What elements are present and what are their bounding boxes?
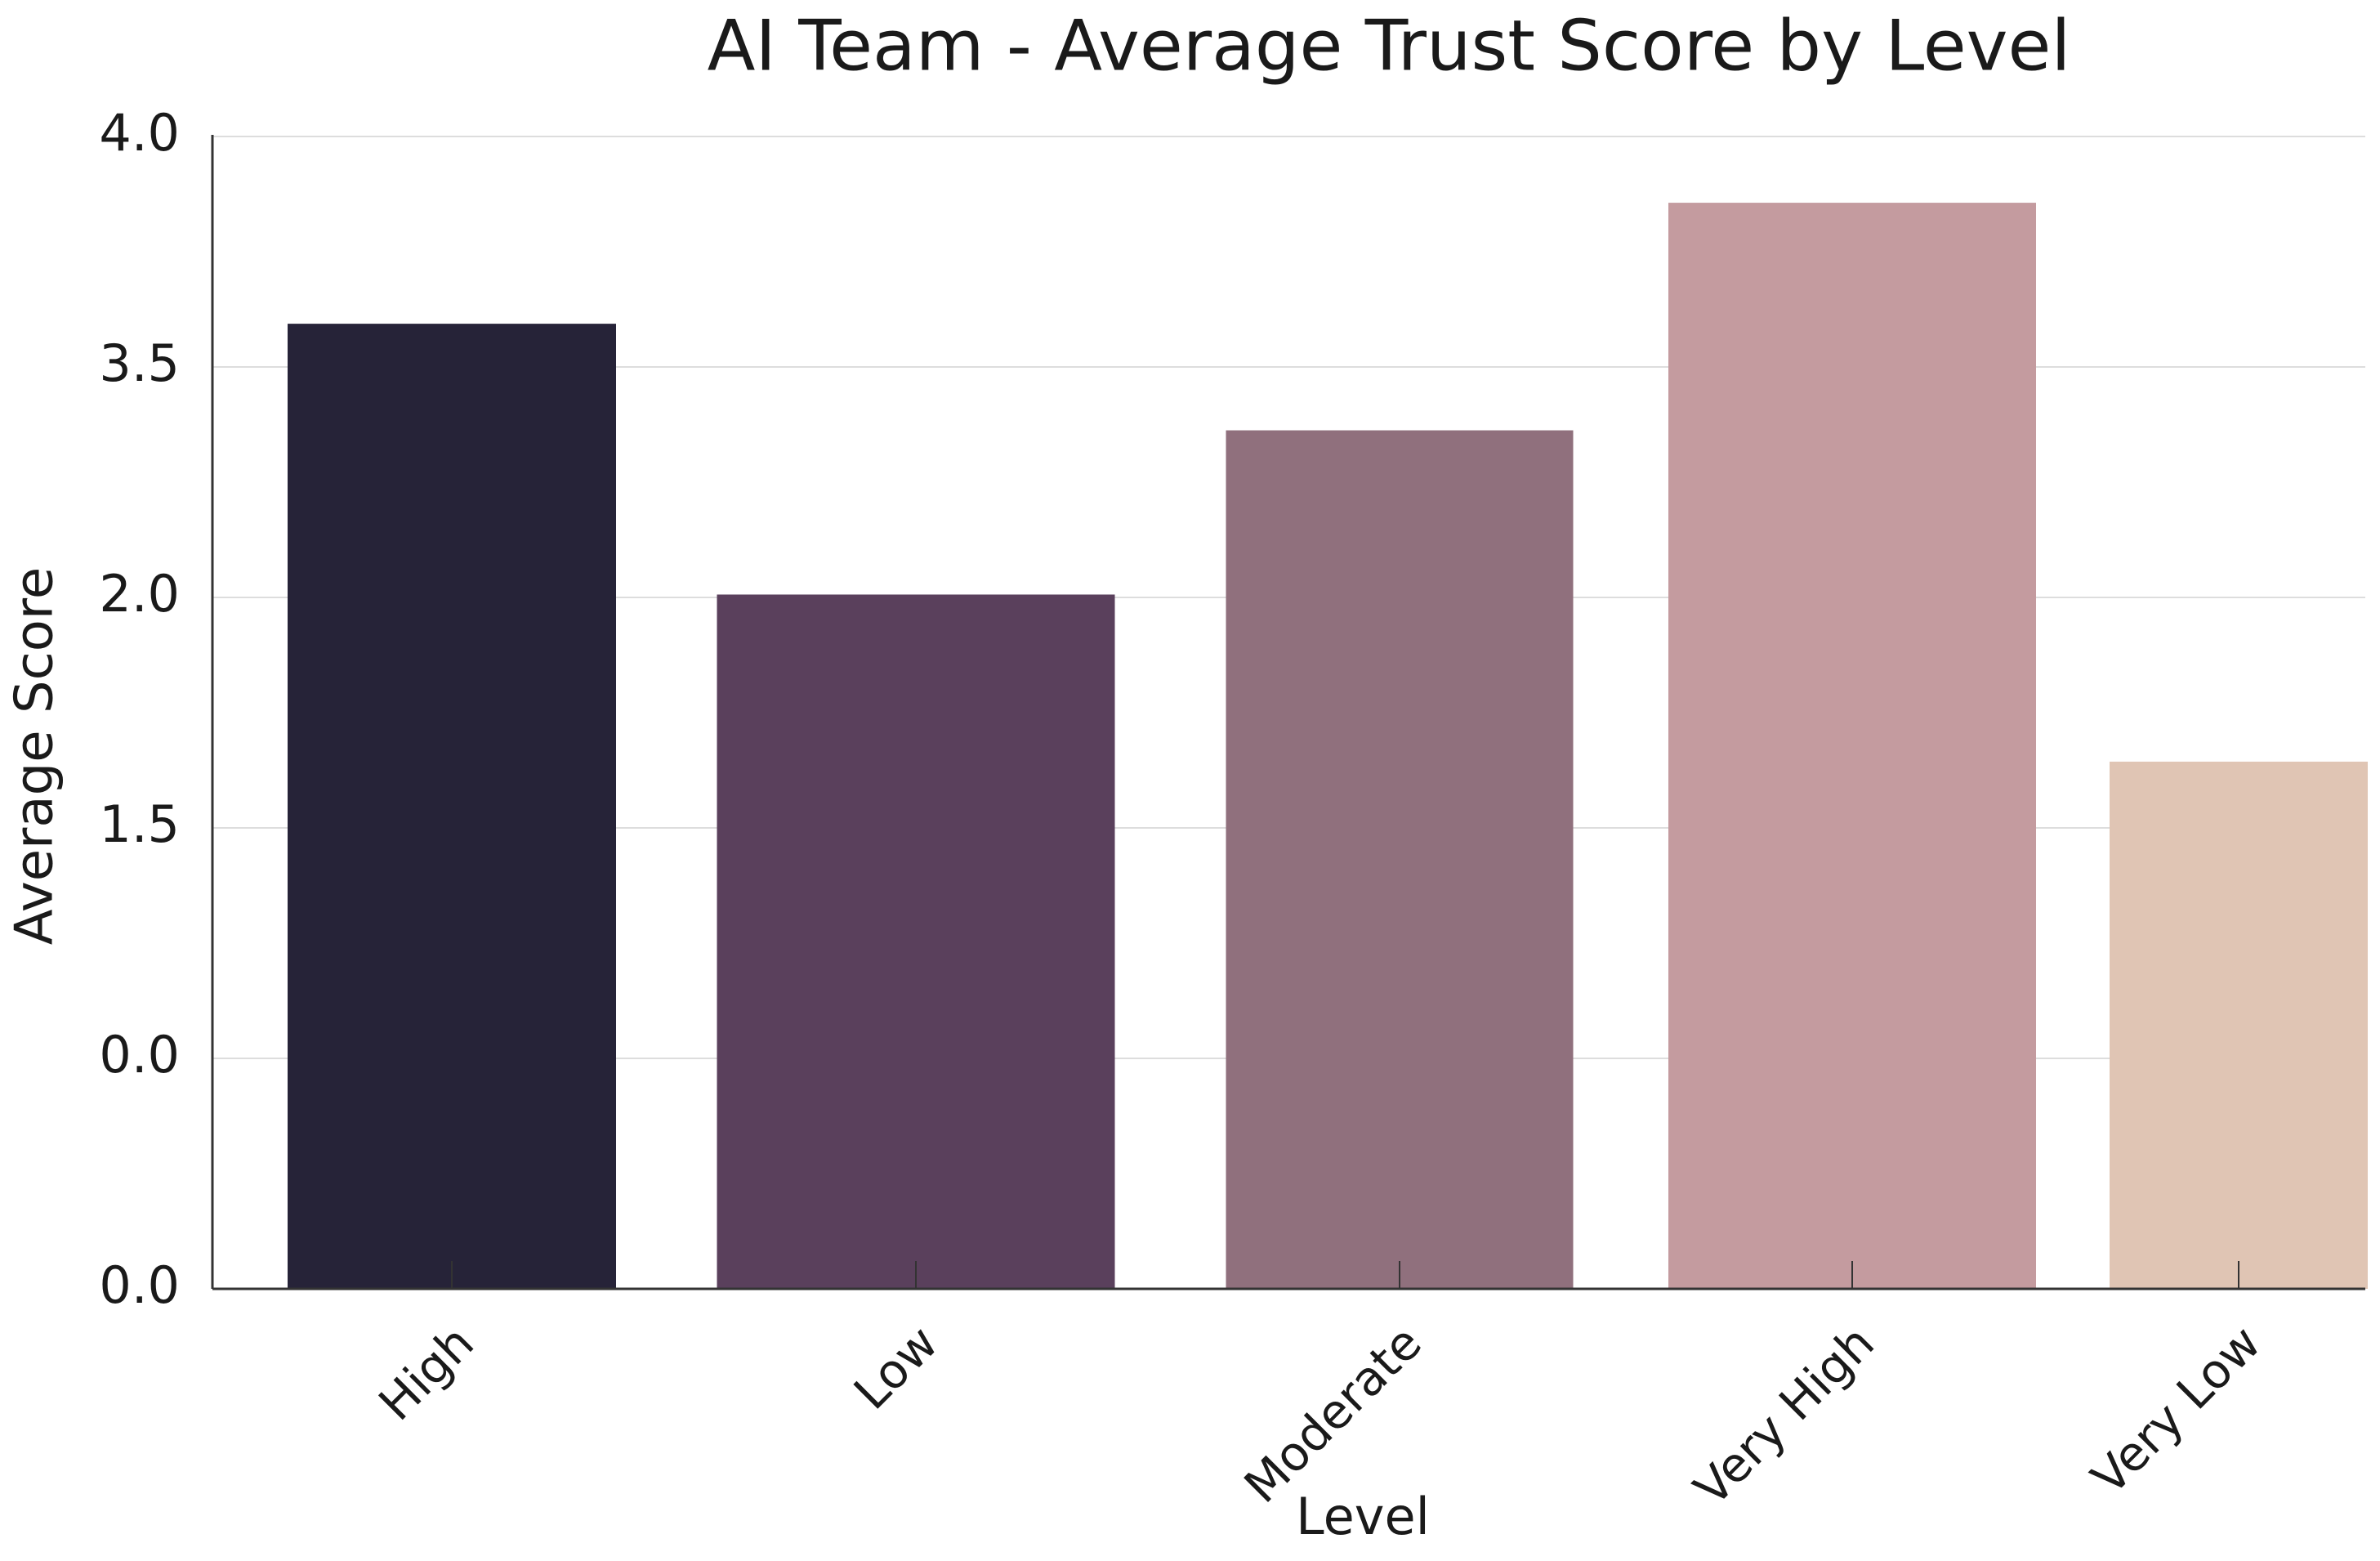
y-tick-label: 0.0	[99, 1025, 180, 1085]
bar	[1226, 430, 1574, 1289]
y-tick-label: 2.0	[99, 564, 180, 624]
y-tick-label: 4.0	[99, 103, 180, 163]
bar	[1668, 203, 2036, 1290]
y-tick-label: 3.5	[99, 333, 180, 393]
x-tick-label: Moderate	[1234, 1315, 1432, 1514]
x-tick-label: High	[368, 1315, 484, 1431]
y-tick-label: 0.0	[99, 1255, 180, 1315]
bar	[288, 324, 616, 1289]
x-axis-label: Level	[1296, 1487, 1430, 1546]
chart-title: AI Team - Average Trust Score by Level	[708, 5, 2071, 87]
bar	[2110, 761, 2368, 1289]
x-tick-label: Very Low	[2081, 1315, 2271, 1505]
x-tick-label: Low	[843, 1315, 949, 1420]
y-axis-label: Average Score	[5, 567, 65, 945]
y-tick-label: 1.5	[99, 794, 180, 854]
bar	[717, 594, 1115, 1289]
x-tick-label: Very High	[1683, 1315, 1885, 1517]
